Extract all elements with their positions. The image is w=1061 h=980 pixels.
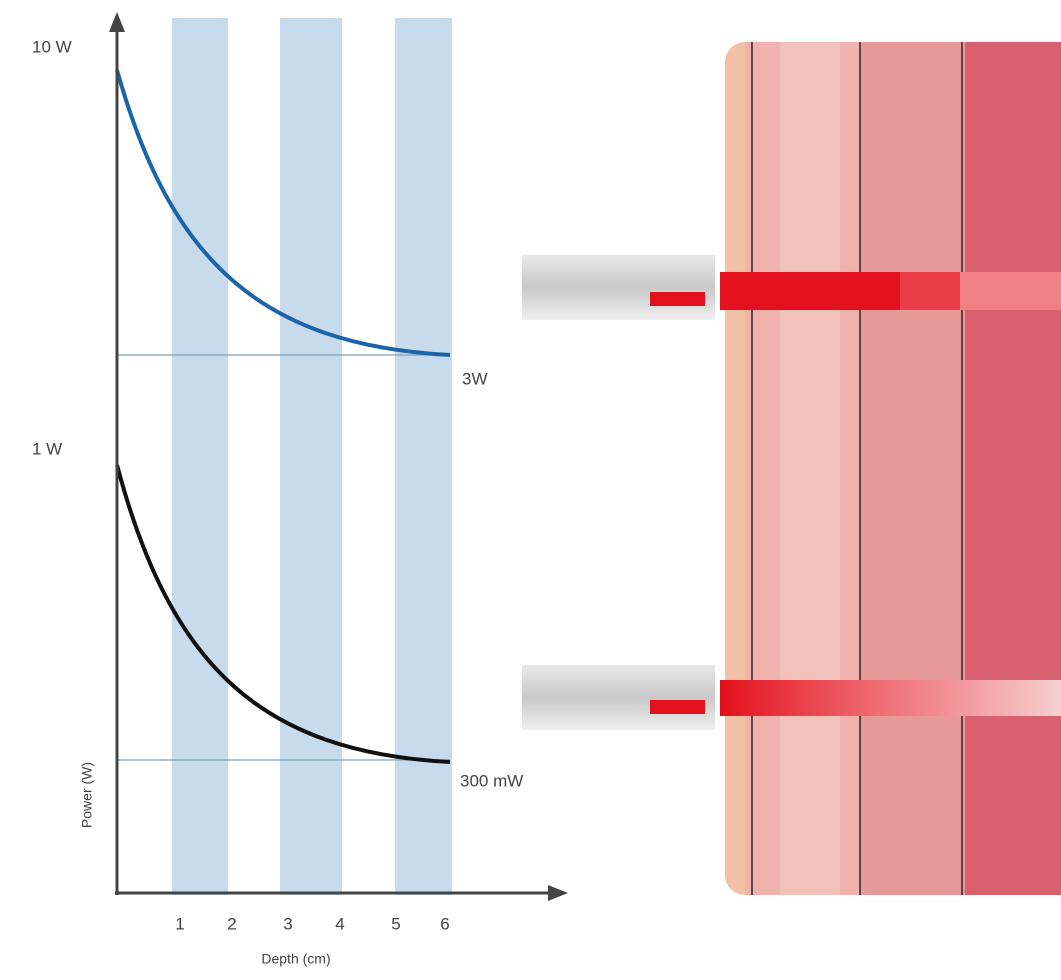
x-axis-title: Depth (cm) xyxy=(261,951,330,967)
y-label: 1 W xyxy=(32,439,62,458)
bands xyxy=(172,18,452,895)
x-tick-label: 2 xyxy=(227,914,236,933)
curve-low xyxy=(115,464,451,764)
tissue xyxy=(725,42,1061,895)
annotation: 300 mW xyxy=(460,771,523,790)
probe-top xyxy=(522,255,1061,320)
annotation: 3W xyxy=(462,369,488,388)
x-tick-label: 5 xyxy=(391,914,400,933)
x-tick-label: 6 xyxy=(440,914,449,933)
reference-lines xyxy=(117,354,450,761)
curve-high xyxy=(115,69,451,357)
y-label: 10 W xyxy=(32,37,72,56)
axes xyxy=(109,12,568,901)
x-tick-label: 1 xyxy=(175,914,184,933)
x-tick-label: 4 xyxy=(335,914,344,933)
y-axis-title: Power (W) xyxy=(79,762,95,828)
x-tick-label: 3 xyxy=(283,914,292,933)
probe-bottom xyxy=(522,665,1061,730)
x-ticks: 1 2 3 4 5 6 xyxy=(175,914,449,933)
